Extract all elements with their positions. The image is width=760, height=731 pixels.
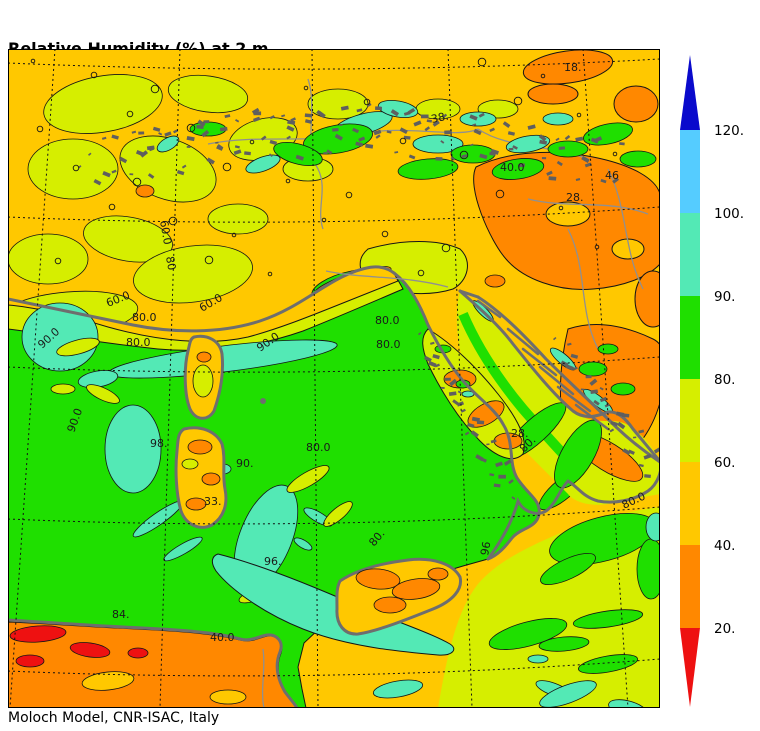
coast-balkan [476, 295, 660, 464]
model-credit: Moloch Model, CNR-ISAC, Italy [8, 710, 220, 726]
colorbar-arrow-top [680, 55, 700, 130]
contour-label: 96 [478, 540, 493, 556]
colorbar-segment [680, 296, 700, 379]
contour-label: 80.0 [306, 441, 331, 454]
colorbar-tick-labels: 120. 100. 90. 80. 60. 40. 20. [714, 123, 744, 637]
contour-label: 80 [163, 255, 178, 271]
contour-label: 38. [430, 110, 450, 126]
contour-label: 84. [112, 608, 130, 621]
north-africa-land [8, 621, 299, 708]
contour-label: 40.0 [500, 161, 525, 174]
colorbar-tick: 60. [714, 455, 735, 471]
coast-east [458, 289, 660, 561]
contour-label: 40.0 [210, 631, 235, 644]
contour-label: 80.0 [126, 336, 151, 349]
colorbar-tick: 100. [714, 206, 744, 222]
colorbar-scale [680, 55, 700, 707]
contour-label: 80.0 [132, 311, 157, 324]
humidity-colorbar: 120. 100. 90. 80. 60. 40. 20. [680, 55, 744, 707]
colorbar-tick: 90. [714, 289, 735, 305]
humidity-map: 18.38.40.04628.60.08060.080.080.090.060.… [8, 49, 660, 708]
contour-label: 90. [236, 457, 254, 470]
colorbar-tick: 40. [714, 538, 735, 554]
contour-specks [30, 57, 618, 277]
colorbar-tick: 20. [714, 621, 735, 637]
coastlines [8, 265, 660, 708]
latlon-grid [8, 49, 660, 708]
contour-label: 80.0 [376, 338, 401, 351]
colorbar-segment [680, 545, 700, 628]
contour-label: 80.0 [375, 314, 400, 327]
contour-label: 18. [564, 61, 582, 74]
contour-label: 98. [150, 437, 168, 450]
map-frame [8, 49, 660, 708]
contour-label: 60.0 [157, 219, 174, 245]
contour-label: 33. [204, 495, 222, 508]
ionian-sea-patches [372, 467, 660, 708]
colorbar-arrow-bottom [680, 628, 700, 707]
colorbar-segment [680, 379, 700, 462]
colorbar-segment [680, 462, 700, 545]
colorbar-segment [680, 213, 700, 296]
coast-africa [8, 618, 299, 708]
mountain-terrain-speckles [77, 103, 660, 500]
contour-label: 46 [605, 169, 619, 182]
colorbar-tick: 120. [714, 123, 744, 139]
colorbar-segment [680, 130, 700, 213]
colorbar-tick: 80. [714, 372, 735, 388]
contour-label: 28. [566, 191, 584, 204]
contour-label: 28. [511, 427, 529, 440]
contour-label: 96. [264, 555, 282, 568]
islands [174, 334, 463, 636]
